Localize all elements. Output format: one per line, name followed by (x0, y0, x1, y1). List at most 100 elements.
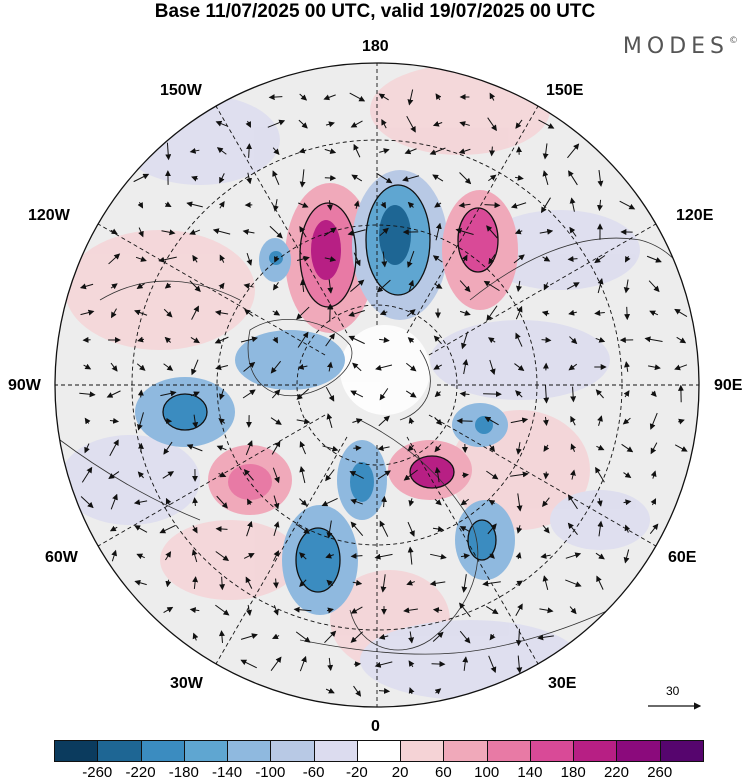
wind-vector (273, 605, 279, 616)
negative-anomaly-core (379, 205, 411, 265)
wind-vector (543, 282, 550, 291)
wind-vector (488, 655, 497, 674)
wind-vector (433, 335, 442, 345)
wind-vector (212, 228, 231, 235)
wind-vector (216, 495, 228, 509)
wind-vector (459, 172, 472, 185)
wind-vector (433, 364, 443, 370)
wind-vector (242, 389, 256, 399)
wind-vector (565, 579, 582, 588)
wind-vector (133, 499, 148, 506)
contour (365, 184, 431, 296)
negative-anomaly-core (350, 462, 374, 502)
wind-vector (272, 309, 281, 316)
wind-vector (159, 524, 176, 534)
wind-vector (215, 364, 229, 371)
wind-vector (623, 549, 630, 564)
wind-vector (459, 391, 470, 398)
wind-vector (429, 580, 446, 587)
contour (457, 207, 499, 273)
wind-vector (595, 389, 604, 399)
wind-vector (379, 520, 389, 537)
colorbar-tick-label: -60 (302, 764, 325, 781)
wind-vector (458, 148, 471, 155)
wind-vector (569, 606, 577, 615)
positive-anomaly-core (228, 464, 272, 500)
wind-vector (137, 389, 144, 398)
wind-vector (272, 633, 280, 640)
wind-vector (595, 552, 605, 560)
colorbar-tick-label: 220 (603, 764, 629, 781)
negative-anomaly (235, 330, 345, 390)
wind-vector (434, 417, 443, 426)
wind-vector (432, 255, 443, 263)
colorbar-tick-label: -260 (82, 764, 113, 781)
wind-vector (350, 521, 364, 537)
wind-vector (543, 444, 550, 452)
lon-label-60e: 60E (668, 549, 697, 566)
wind-vector (459, 280, 471, 293)
wind-vector (407, 521, 415, 537)
wind-vector (406, 115, 416, 133)
wind-vector (350, 631, 364, 643)
wind-vector (516, 525, 523, 534)
lon-label-120e: 120E (676, 207, 714, 224)
wind-vector (407, 201, 415, 209)
wind-vector (348, 335, 365, 345)
wind-vector (298, 119, 308, 129)
wind-vector (516, 493, 523, 512)
wind-vector (406, 579, 415, 586)
lon-label-120w: 120W (28, 207, 70, 224)
pole-area (340, 325, 430, 415)
wind-vector (461, 574, 468, 593)
wind-vector (515, 603, 523, 617)
wind-vector (537, 634, 554, 641)
wind-vector (646, 255, 662, 263)
wind-vector (514, 228, 523, 235)
wind-vector (158, 256, 177, 263)
wind-vector (596, 498, 603, 507)
wind-vector (462, 358, 469, 375)
wind-vector (379, 227, 389, 236)
wind-vector (110, 308, 117, 319)
wind-vector (459, 526, 470, 532)
wind-vector (272, 578, 279, 589)
wind-vector (134, 309, 148, 316)
wind-vector (137, 442, 144, 453)
weak-negative-area (550, 490, 650, 550)
wind-vector (378, 633, 389, 640)
wind-vector (135, 256, 147, 262)
lon-label-60w: 60W (45, 549, 78, 566)
wind-vector (434, 444, 442, 453)
wind-vector (271, 440, 281, 455)
wind-vector (379, 337, 390, 343)
wind-vector (403, 607, 418, 614)
wind-vector (163, 308, 173, 318)
wind-vector (542, 416, 549, 427)
weak-positive-area (370, 65, 550, 155)
wind-vector (133, 173, 150, 183)
wind-vector (80, 496, 94, 509)
wind-vector (215, 120, 228, 127)
wind-vector (272, 336, 278, 344)
wind-vector (218, 630, 225, 643)
wind-vector (165, 551, 172, 561)
wind-vector (296, 306, 310, 320)
wind-vector (597, 520, 604, 537)
wind-vector (353, 685, 362, 697)
wind-vector (164, 417, 173, 424)
wind-vector (515, 119, 523, 129)
wind-vector (218, 282, 225, 290)
wind-vector (567, 522, 578, 535)
meridian-line (215, 105, 348, 334)
wind-vector (219, 576, 226, 591)
coastline (59, 439, 201, 521)
wind-vector (487, 117, 497, 132)
wind-vector (569, 336, 578, 345)
wind-vector (380, 201, 387, 209)
wind-vector (161, 229, 176, 236)
wind-vector (106, 390, 121, 398)
wind-vector (515, 390, 523, 398)
wind-vector (214, 336, 229, 344)
wind-vector (350, 390, 364, 398)
